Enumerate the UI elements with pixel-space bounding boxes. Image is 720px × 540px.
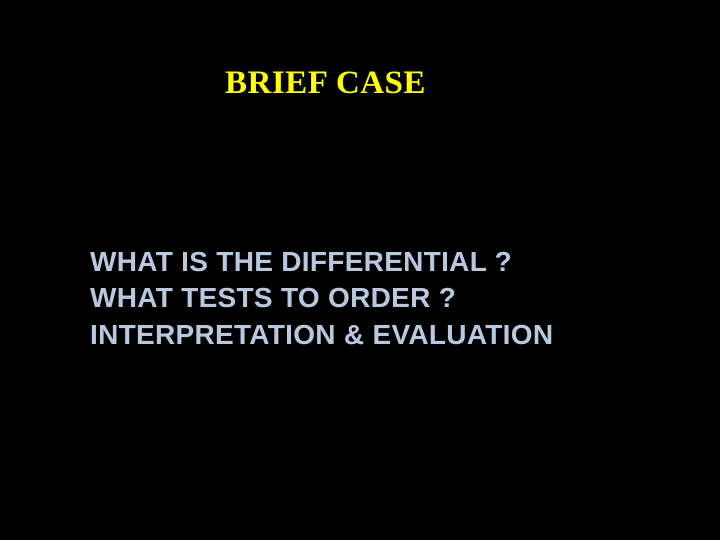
slide-container: BRIEF CASE WHAT IS THE DIFFERENTIAL ? WH… bbox=[0, 0, 720, 540]
body-line-1: WHAT IS THE DIFFERENTIAL ? bbox=[90, 244, 553, 280]
slide-title: BRIEF CASE bbox=[225, 65, 426, 102]
body-line-2: WHAT TESTS TO ORDER ? bbox=[90, 280, 553, 316]
body-line-3: INTERPRETATION & EVALUATION bbox=[90, 317, 553, 353]
slide-body: WHAT IS THE DIFFERENTIAL ? WHAT TESTS TO… bbox=[90, 244, 553, 353]
